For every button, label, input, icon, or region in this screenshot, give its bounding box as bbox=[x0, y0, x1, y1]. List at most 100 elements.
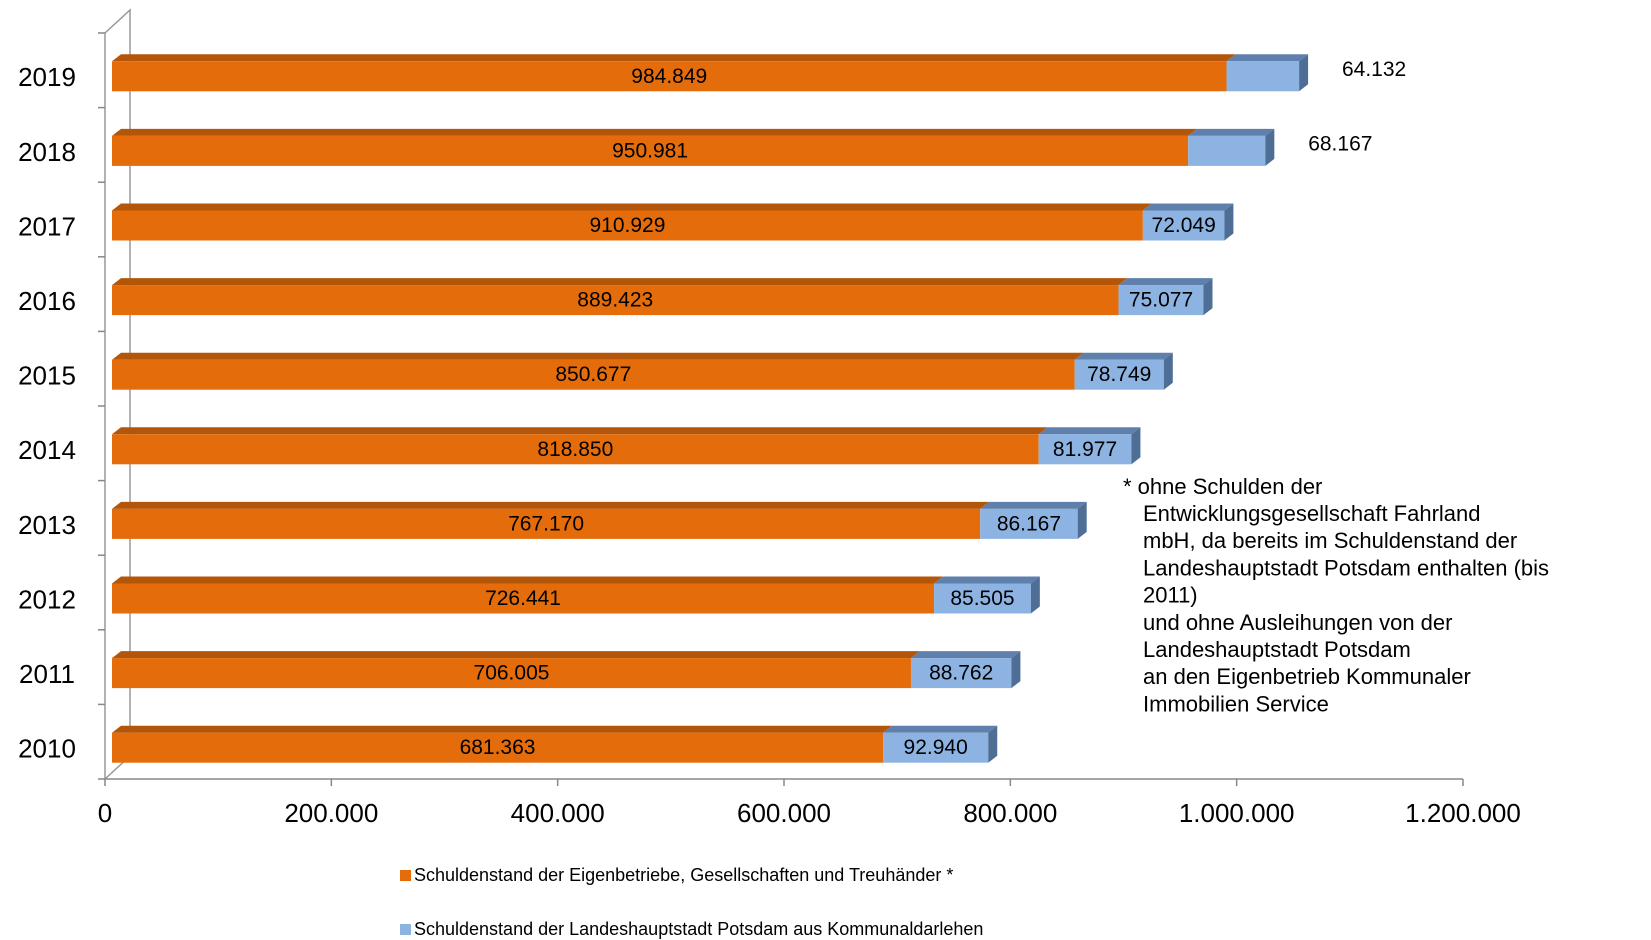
annotation: Landeshauptstadt Potsdam enthalten (bis bbox=[1143, 555, 1549, 580]
y-tick-label: 2010 bbox=[18, 734, 76, 764]
bar-top bbox=[1188, 128, 1275, 136]
bar bbox=[883, 732, 989, 763]
bar-side bbox=[1203, 278, 1213, 316]
bar bbox=[1118, 285, 1204, 316]
data-label: 818.850 bbox=[537, 438, 613, 461]
axis-wall bbox=[104, 8, 131, 780]
bar-top bbox=[112, 128, 1198, 136]
data-label: 950.981 bbox=[612, 139, 688, 162]
annotation: an den Eigenbetrieb Kommunaler bbox=[1143, 664, 1471, 689]
bar-side bbox=[1299, 54, 1309, 92]
y-tick-label: 2017 bbox=[18, 211, 76, 241]
data-label: 767.170 bbox=[508, 512, 584, 535]
bar bbox=[1038, 434, 1132, 465]
x-tick-label: 1.000.000 bbox=[1179, 798, 1295, 828]
y-tick-label: 2018 bbox=[18, 137, 76, 167]
bar-side bbox=[1163, 352, 1173, 390]
data-label: 850.677 bbox=[555, 363, 631, 386]
data-label: 72.049 bbox=[1152, 214, 1216, 237]
bar-top bbox=[980, 501, 1087, 509]
annotation: Entwicklungsgesellschaft Fahrland bbox=[1143, 501, 1481, 526]
bar-side bbox=[1265, 128, 1275, 166]
data-label: 88.762 bbox=[929, 662, 993, 685]
bar-top bbox=[112, 427, 1048, 435]
x-tick-label: 600.000 bbox=[737, 798, 831, 828]
bar-side bbox=[1030, 576, 1040, 614]
bar-top bbox=[112, 501, 990, 509]
bar-top bbox=[1118, 278, 1213, 286]
y-tick-label: 2011 bbox=[19, 659, 75, 689]
annotation: und ohne Ausleihungen von der bbox=[1143, 610, 1452, 635]
annotation: Immobilien Service bbox=[1143, 691, 1329, 716]
bar bbox=[112, 359, 1075, 390]
bar bbox=[1226, 61, 1300, 92]
bar bbox=[112, 434, 1039, 465]
x-tick-label: 0 bbox=[98, 798, 112, 828]
data-label: 706.005 bbox=[474, 662, 550, 685]
legend-label: Schuldenstand der Eigenbetriebe, Gesells… bbox=[414, 865, 953, 885]
y-tick-label: 2014 bbox=[18, 435, 76, 465]
data-label: 78.749 bbox=[1087, 363, 1151, 386]
data-label: 75.077 bbox=[1129, 289, 1193, 312]
bar-top bbox=[112, 54, 1236, 62]
data-label: 681.363 bbox=[460, 736, 536, 759]
bar-top bbox=[112, 203, 1152, 211]
bar-top bbox=[883, 725, 998, 733]
bar-top bbox=[112, 278, 1128, 286]
bar-top bbox=[112, 725, 893, 733]
data-label: 85.505 bbox=[950, 587, 1014, 610]
annotation: Landeshauptstadt Potsdam bbox=[1143, 637, 1411, 662]
legend-label: Schuldenstand der Landeshauptstadt Potsd… bbox=[414, 919, 983, 939]
bar-side bbox=[988, 725, 998, 763]
bar bbox=[112, 658, 911, 689]
bar-side bbox=[1131, 427, 1141, 465]
data-label: 92.940 bbox=[904, 736, 968, 759]
bar-top bbox=[934, 576, 1040, 584]
bar bbox=[112, 583, 935, 614]
bar-side bbox=[1077, 501, 1087, 539]
bar-top bbox=[112, 352, 1084, 360]
bar-top bbox=[1226, 54, 1309, 62]
legend-swatch bbox=[400, 924, 411, 935]
y-tick-label: 2019 bbox=[18, 62, 76, 92]
bar-top bbox=[112, 576, 944, 584]
bar bbox=[112, 210, 1143, 241]
annotation: 2011) bbox=[1143, 583, 1198, 608]
data-label: 910.929 bbox=[589, 214, 665, 237]
data-label: 64.132 bbox=[1342, 58, 1406, 81]
data-label: 726.441 bbox=[485, 587, 561, 610]
bar bbox=[1074, 359, 1164, 390]
y-tick-label: 2016 bbox=[18, 286, 76, 316]
bar-top bbox=[910, 651, 1021, 659]
bar-top bbox=[1142, 203, 1234, 211]
bar bbox=[1142, 210, 1225, 241]
x-tick-label: 200.000 bbox=[284, 798, 378, 828]
bar bbox=[112, 508, 981, 539]
data-label: 86.167 bbox=[997, 512, 1061, 535]
bar bbox=[910, 658, 1012, 689]
bar-top bbox=[1038, 427, 1141, 435]
x-tick-label: 1.200.000 bbox=[1405, 798, 1521, 828]
data-label: 984.849 bbox=[631, 65, 707, 88]
annotation: mbH, da bereits im Schuldenstand der bbox=[1143, 528, 1517, 553]
annotation: * ohne Schulden der bbox=[1123, 474, 1322, 499]
x-tick-label: 400.000 bbox=[511, 798, 605, 828]
bar bbox=[112, 61, 1227, 92]
data-label: 68.167 bbox=[1308, 132, 1372, 155]
y-tick-label: 2013 bbox=[18, 510, 76, 540]
bar bbox=[112, 135, 1189, 166]
bar bbox=[112, 732, 884, 763]
y-tick-label: 2015 bbox=[18, 361, 76, 391]
bar-top bbox=[112, 651, 920, 659]
bar-side bbox=[1224, 203, 1234, 241]
bar bbox=[1188, 135, 1266, 166]
bar bbox=[934, 583, 1031, 614]
bar-side bbox=[1011, 651, 1021, 689]
bar-top bbox=[1074, 352, 1173, 360]
bar bbox=[112, 285, 1119, 316]
y-tick-label: 2012 bbox=[18, 584, 76, 614]
x-tick-label: 800.000 bbox=[963, 798, 1057, 828]
data-label: 889.423 bbox=[577, 289, 653, 312]
data-label: 81.977 bbox=[1053, 438, 1117, 461]
